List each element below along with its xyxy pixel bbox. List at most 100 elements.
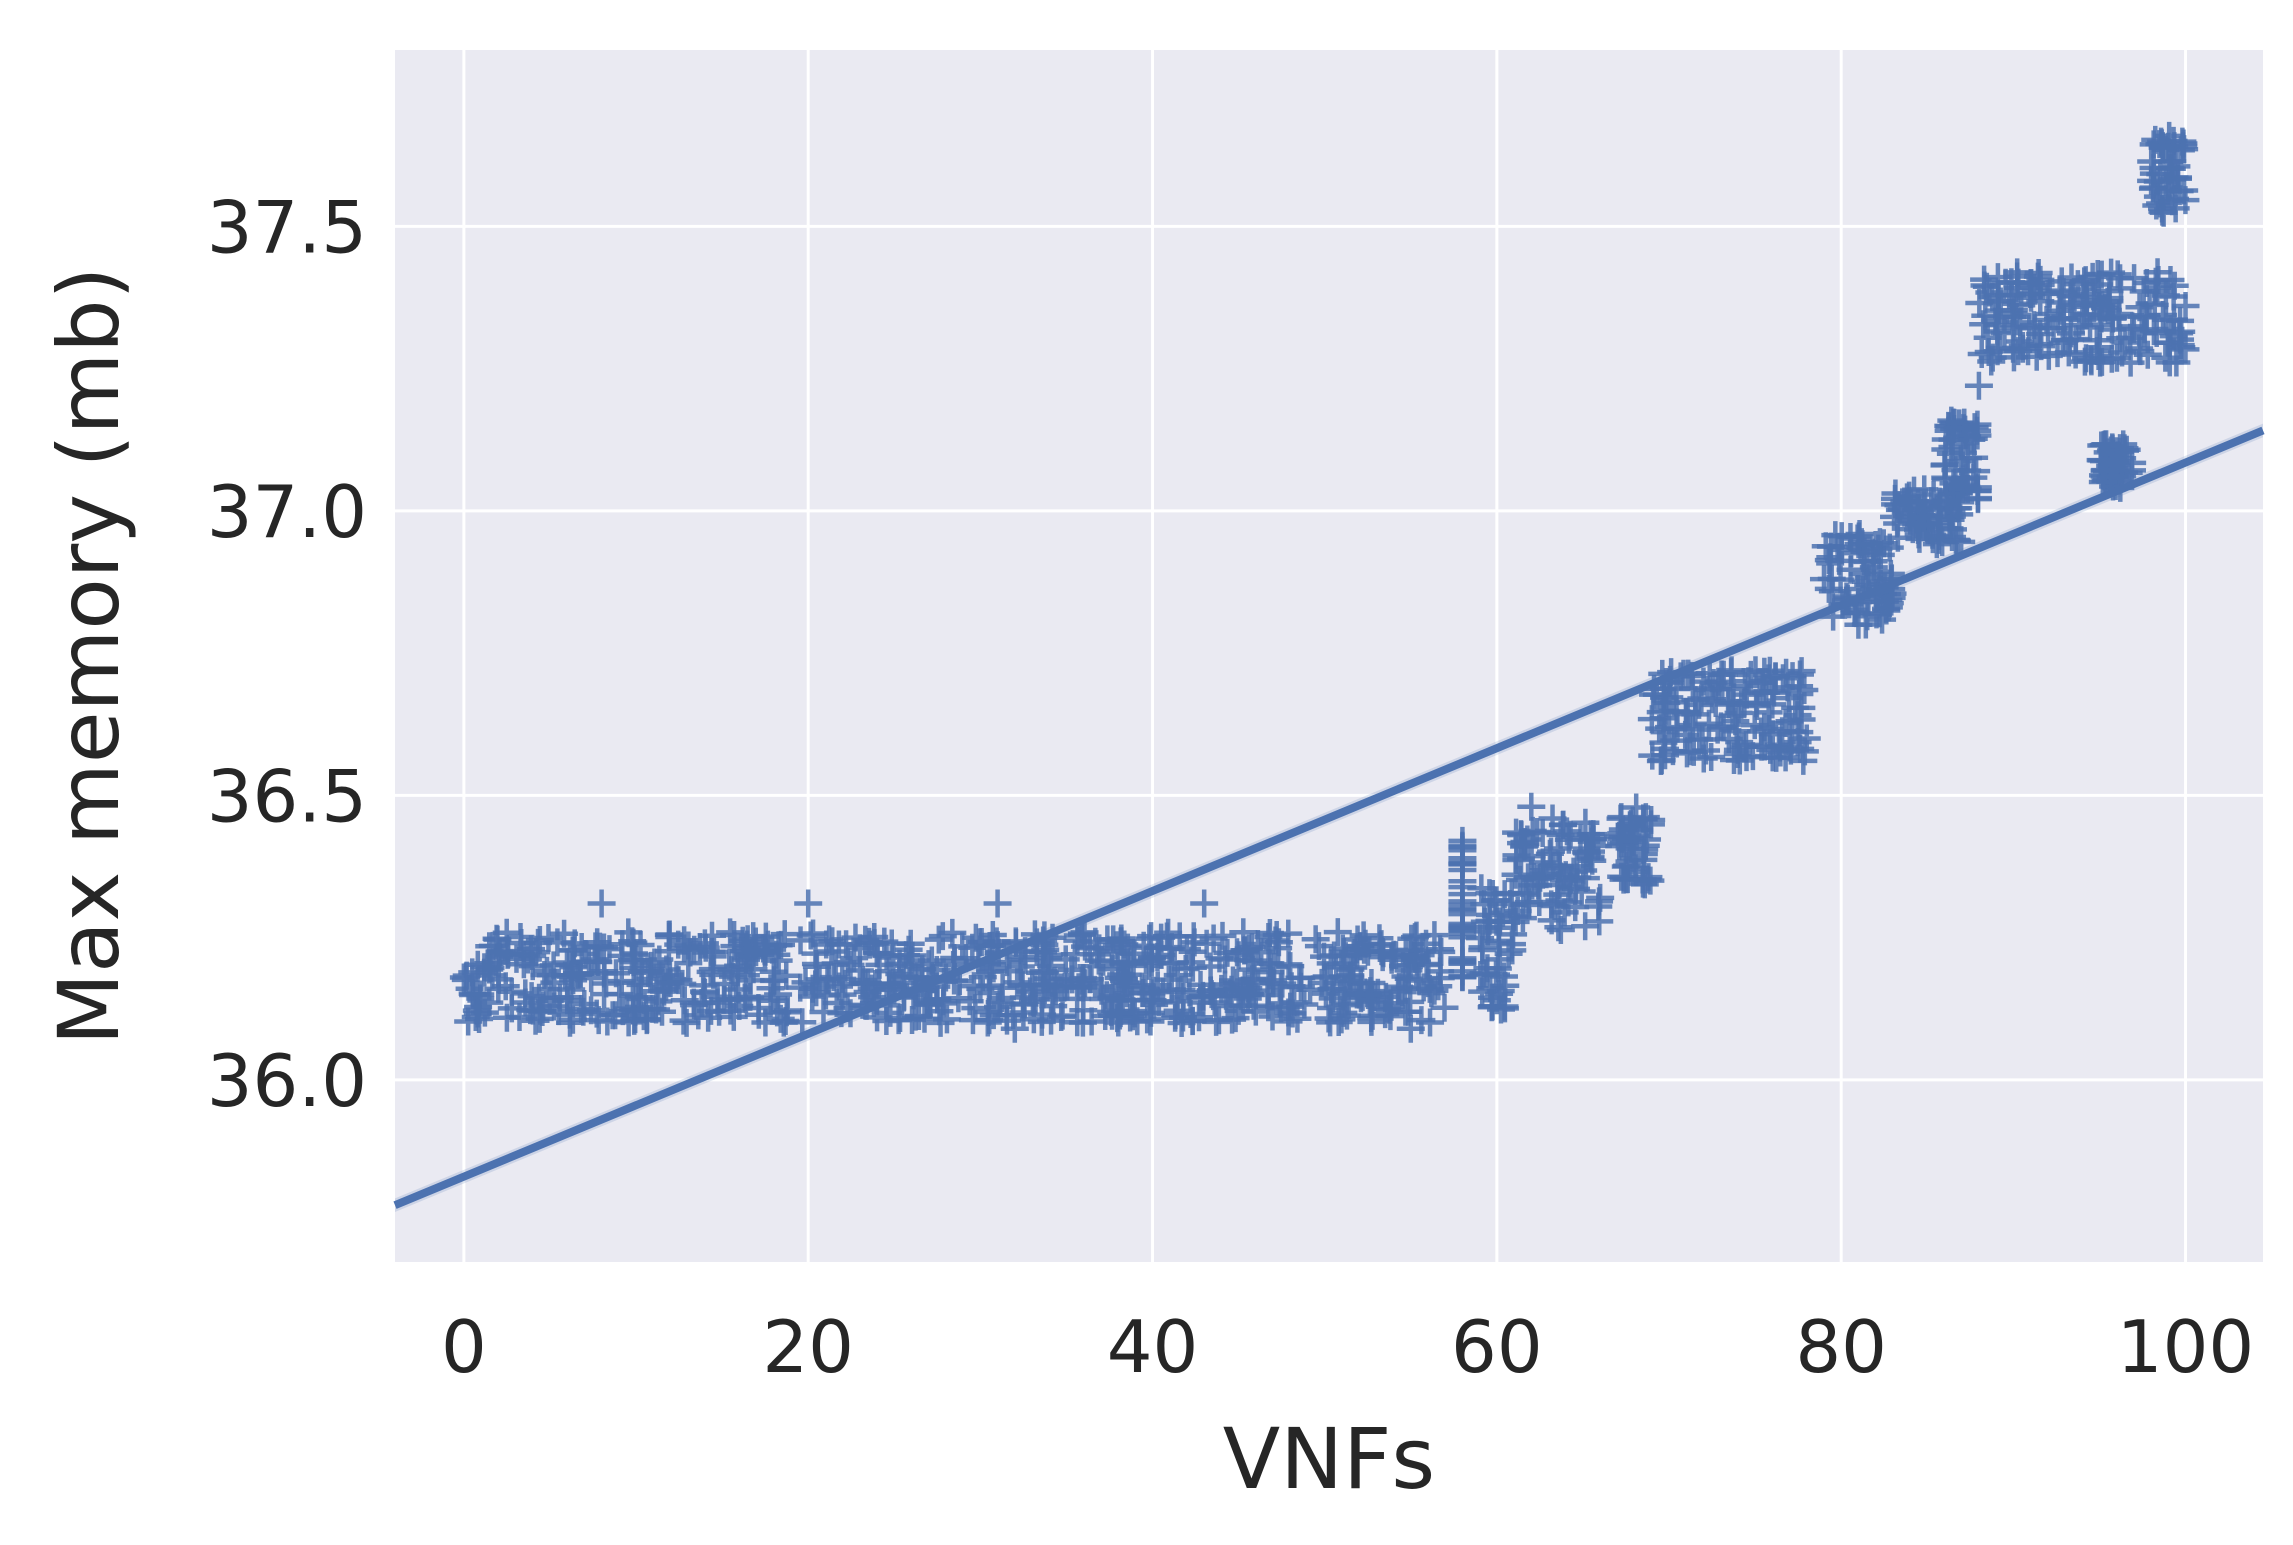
scatter-point [624,983,653,1012]
scatter-point [1561,893,1590,922]
scatter-point [1758,690,1787,719]
scatter-point [705,997,734,1026]
scatter-point [492,1003,521,1032]
scatter-point [1783,701,1812,730]
scatter-point [556,962,585,991]
scatter-point [1163,987,1192,1016]
scatter-point [1412,929,1441,958]
scatter-point [1954,444,1983,473]
scatter-point [1152,922,1181,951]
scatter-point [1616,812,1645,841]
scatter-point [2102,451,2131,480]
scatter-point [614,918,643,947]
scatter-point [897,946,926,975]
scatter-point [2016,269,2045,298]
scatter-point [1874,593,1903,622]
scatter-point [1060,940,1089,969]
scatter-point [1517,792,1546,821]
scatter-point [1685,725,1714,754]
scatter-point [1772,658,1801,687]
scatter-point [2003,273,2032,302]
scatter-point [925,997,954,1026]
y-axis-ticks: 36.0 36.5 37.0 37.5 [207,185,367,1123]
scatter-point [1256,949,1285,978]
scatter-point [2051,326,2080,355]
scatter-point [809,997,838,1026]
scatter-point [1500,902,1529,931]
scatter-point [1137,944,1166,973]
scatter-point [1414,969,1442,998]
scatter-point [1091,1002,1120,1031]
scatter-point [1329,937,1358,966]
scatter-point [924,925,953,954]
scatter-point [1883,523,1912,552]
x-tick-label: 60 [1451,1305,1543,1389]
scatter-point [1983,337,2012,366]
scatter-point [582,999,611,1028]
scatter-point [966,974,995,1003]
scatter-point [1397,924,1426,953]
scatter-point [484,974,513,1003]
scatter-point [1771,743,1800,772]
x-tick-label: 100 [2117,1305,2254,1389]
x-axis-label: VNFs [1223,1410,1435,1508]
scatter-point [1448,867,1477,896]
scatter-point [580,945,609,974]
scatter-point [786,926,815,955]
scatter-point [1792,724,1821,753]
scatter-point [1585,907,1614,936]
scatter-point [1003,968,1032,997]
scatter-point [1089,947,1118,976]
scatter-point [1234,974,1263,1003]
scatter-point [771,1007,800,1036]
scatter-point [2105,299,2134,328]
scatter-point [1357,986,1386,1015]
scatter-point [1613,851,1642,880]
scatter-point [2102,343,2131,372]
scatter-point [1069,969,1098,998]
scatter-point [449,963,478,992]
scatter-point [1310,963,1339,992]
scatter-point [1021,985,1050,1014]
scatter-point [1379,940,1408,969]
scatter-point [1630,870,1659,899]
regression-line-group [393,423,2265,1213]
scatter-point [622,940,651,969]
scatter-point [2097,448,2126,477]
scatter-point [1087,976,1116,1005]
scatter-point [1426,935,1455,964]
scatter-point [979,1001,1008,1030]
scatter-point [1546,916,1575,945]
scatter-point [470,998,499,1027]
scatter-point [1816,532,1845,561]
scatter-point [1207,974,1236,1003]
grid [395,50,2263,1262]
scatter-point [1571,808,1600,837]
scatter-point [1430,993,1459,1022]
regression-line [393,426,2265,1209]
scatter-point [1376,1002,1405,1031]
plot-background [395,50,2263,1262]
scatter-point [1307,968,1336,997]
scatter-point [1586,883,1615,912]
scatter-point [1290,990,1319,1019]
scatter-point [1000,1014,1029,1043]
scatter-point [1868,605,1897,634]
x-tick-label: 40 [1107,1305,1199,1389]
scatter-point [738,943,767,972]
scatter-point [1394,956,1423,985]
scatter-point [1172,935,1201,964]
scatter-point [1396,1014,1425,1043]
scatter-point [1865,528,1894,557]
scatter-point [1756,735,1785,764]
scatter-point [786,973,815,1002]
scatter-point [1104,999,1133,1028]
scatter-point [1041,977,1070,1006]
y-tick-label: 37.5 [207,185,367,269]
scatter-point [1615,847,1644,876]
scatter-point [2149,300,2178,329]
scatter-point [1510,828,1539,857]
scatter-point [772,961,801,990]
scatter-point [762,940,791,969]
scatter-point [518,952,547,981]
